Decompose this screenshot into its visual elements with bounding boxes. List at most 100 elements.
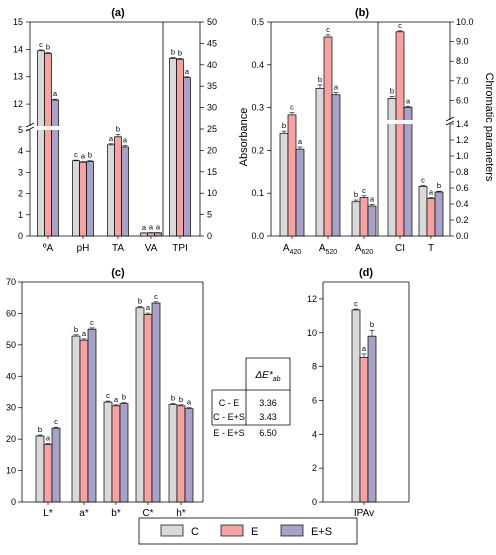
panel-b-ytick-label: 0.2: [251, 145, 264, 155]
panel-c-letter-3-es: c: [154, 292, 158, 301]
panel-c-bar-4-e: [176, 405, 186, 503]
panel-a-letter-0-c: c: [39, 40, 43, 49]
panel-c-bar-0-e: [43, 444, 53, 503]
panel-d-ytick-label: 0: [312, 497, 317, 507]
delta-e-header-sub: ab: [273, 376, 281, 383]
panel-c-letter-4-es: a: [187, 398, 192, 407]
panel-a-axis-break-1: [25, 122, 35, 128]
panel-b-bar-4-e: [426, 198, 436, 237]
panel-a-xtick-label: pH: [77, 243, 90, 254]
panel-b-break-gap: [387, 120, 397, 124]
panel-c-xtick-label: b*: [111, 508, 121, 519]
panel-a-y2tick-label: 40: [207, 60, 217, 70]
panel-b-ylabel: Absorbance: [238, 108, 250, 167]
panel-a-break-gap: [44, 126, 52, 130]
panel-b-break-gap: [403, 120, 413, 124]
panel-b-xtick-label: T: [428, 243, 434, 254]
legend-swatch-e: [220, 524, 244, 537]
panel-d-bar-0-c: [351, 309, 361, 503]
panel-b: (b) Absorbance Chromatic parameters 0.00…: [238, 7, 495, 256]
panel-b-bar-2-es: [367, 205, 377, 237]
panel-a-y2tick-label: 30: [207, 103, 217, 113]
panel-c-letter-2-e: a: [114, 395, 119, 404]
panel-a-ytick-label: 1: [18, 210, 23, 220]
panel-b-xtick-base: A: [355, 243, 362, 254]
panel-a-y2tick-label: 45: [207, 38, 217, 48]
panel-b-y2tick-label: 6.0: [456, 95, 469, 105]
panel-d-ytick-label: 10: [307, 328, 317, 338]
panel-a-bar-0-c: [37, 50, 45, 237]
panel-d-ytick-label: 8: [312, 362, 317, 372]
panel-b-bar-4-c: [418, 186, 428, 237]
panel-b-letter-2-es: a: [370, 194, 375, 203]
panel-b-xtick-label: A620: [355, 243, 373, 256]
panel-b-bar-0-es: [295, 148, 305, 237]
panel-b-y2tick-label: 7.0: [456, 76, 469, 86]
panel-a-y2tick-label: 50: [207, 17, 217, 27]
legend-label-e: E: [251, 526, 258, 538]
panel-b-bar-3-e: [395, 31, 405, 237]
delta-e-value-3: 6.50: [259, 428, 277, 438]
panel-d-bar-0-e: [359, 356, 369, 503]
panel-c-title: (c): [111, 267, 125, 279]
panel-b-letter-4-es: b: [437, 181, 441, 190]
delta-e-pair-3: E - E+S: [213, 428, 244, 438]
panel-a-letter-3-e: a: [149, 223, 154, 232]
panel-b-y2tick-label: 0.8: [456, 167, 469, 177]
panel-a-letter-1-es: b: [88, 151, 92, 160]
panel-b-bar-1-c: [315, 87, 325, 237]
legend: C E E+S: [138, 517, 358, 545]
panel-a-letter-4-e: b: [178, 48, 182, 57]
panel-c-bar-1-c: [71, 335, 81, 503]
panel-b-y2tick-label: 1.0: [456, 151, 469, 161]
panel-c-ytick-label: 10: [6, 466, 16, 476]
panel-a-bar-3-es: [154, 232, 162, 237]
delta-e-value-2: 3.43: [259, 412, 277, 422]
legend-swatch-es: [280, 524, 304, 537]
panel-d-bar-0-es: [367, 335, 377, 503]
panel-a-bar-4-es: [183, 77, 191, 237]
panel-a-letter-2-c: a: [109, 134, 114, 143]
panel-a-letter-2-es: a: [123, 135, 128, 144]
panel-c-letter-0-es: c: [54, 417, 58, 426]
panel-c-ytick-label: 30: [6, 403, 16, 413]
panel-a-bar-4-c: [169, 58, 177, 237]
panel-c-bar-2-e: [111, 405, 121, 503]
panel-b-y2tick-label: 8.0: [456, 56, 469, 66]
panel-a-xtick-label: VA: [145, 243, 158, 254]
panel-b-y2tick-label: 0.2: [456, 215, 469, 225]
panel-c-bar-3-es: [151, 302, 161, 503]
panel-c-letter-1-e: a: [82, 329, 87, 338]
panel-d-plot: 0 2 4 6 8 10 12 c a b IPAv: [307, 281, 410, 519]
panel-b-plot: 0.0 0.1 0.2 0.3 0.4 0.5 0.0 0.2 0.4 0.6 0.8 1.0 1.2 1…: [251, 17, 473, 256]
panel-b-ytick-label: 0.0: [251, 231, 264, 241]
panel-b-axis-break-2: [445, 120, 455, 126]
panel-c-ytick-label: 40: [6, 371, 16, 381]
panel-a-ytick-label: 12: [13, 99, 23, 109]
panel-b-letter-0-es: a: [298, 137, 303, 146]
panel-a-ytick-label: 3: [18, 167, 23, 177]
panel-d-ytick-label: 6: [312, 395, 317, 405]
panel-b-letter-1-c: b: [318, 75, 322, 84]
panel-a-ytick-label: 4: [18, 146, 23, 156]
panel-a-break-gap: [51, 126, 59, 130]
delta-e-value-1: 3.36: [259, 398, 277, 408]
panel-b-letter-4-c: c: [421, 176, 425, 185]
panel-a-ytick-label: 14: [13, 44, 23, 54]
panel-a-xtick-label: TA: [112, 243, 124, 254]
panel-c-letter-0-c: b: [38, 425, 42, 434]
panel-b-xtick-base: A: [283, 243, 290, 254]
panel-b-letter-3-c: b: [390, 86, 394, 95]
panel-a-y2tick-label: 0: [207, 231, 212, 241]
panel-c-xtick-label: C*: [142, 508, 153, 519]
panel-a-bar-0-e: [44, 53, 52, 237]
panel-b-ytick-label: 0.5: [251, 17, 264, 27]
panel-a-title: (a): [111, 7, 125, 19]
panel-a-bar-2-es: [121, 146, 129, 237]
panel-b-bar-1-e: [323, 36, 333, 237]
delta-e-pair-2: C - E+S: [213, 412, 245, 422]
panel-c-bar-3-c: [135, 307, 145, 503]
